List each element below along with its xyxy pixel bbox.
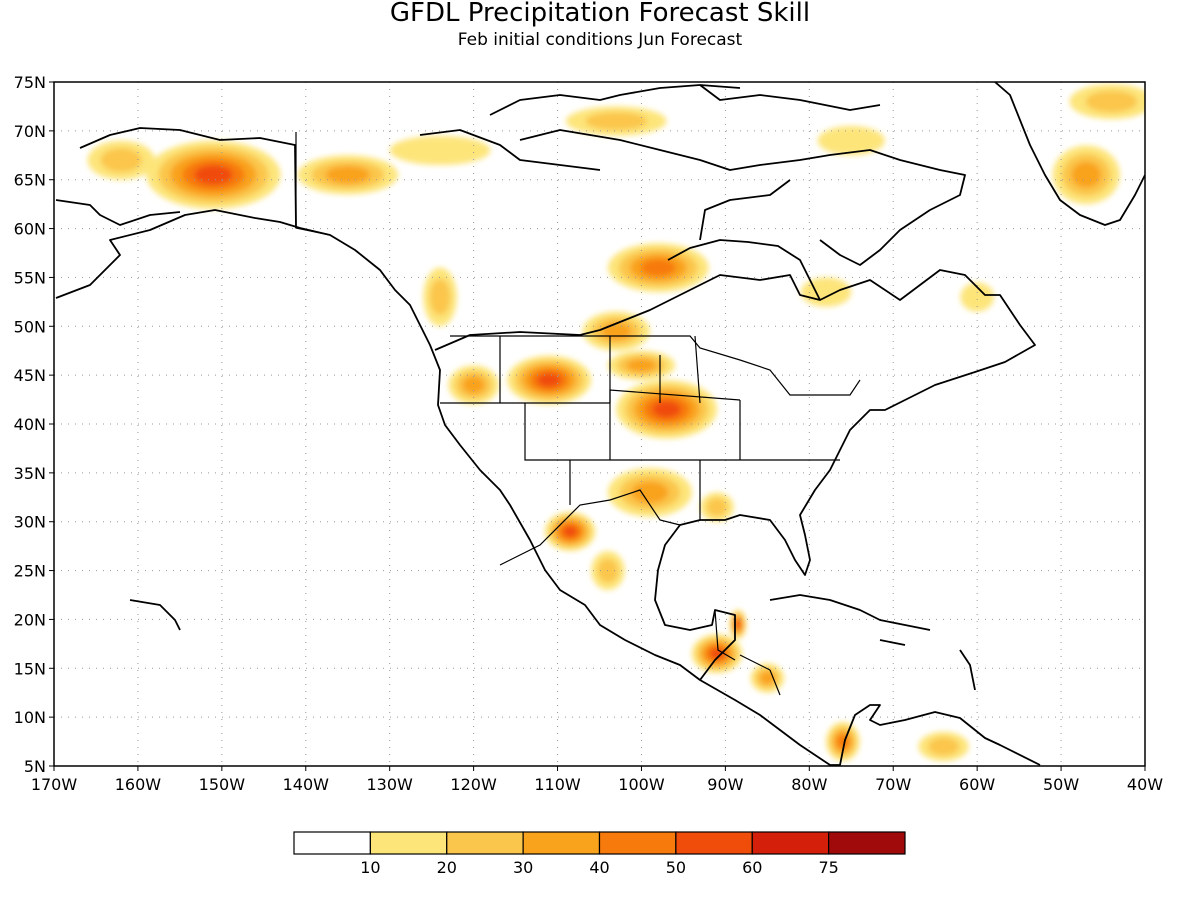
skill-region-alaska-interior-level-5 [194,165,233,185]
colorbar-label: 30 [513,858,533,877]
lon-tick-label: 40W [1127,775,1163,794]
lat-tick-label: 60N [14,220,46,239]
skill-region-nw-territories-level-1 [389,135,491,166]
lon-tick-label: 150W [199,775,246,794]
coastlines [55,82,1145,766]
skill-contours [87,83,1145,762]
colorbar-label: 20 [437,858,457,877]
lon-tick-label: 130W [367,775,414,794]
skill-region-south-dakota-level-3 [626,358,657,372]
skill-region-oregon-level-3 [462,376,485,394]
map-title: GFDL Precipitation Forecast Skill [390,0,810,28]
lon-tick-label: 50W [1043,775,1079,794]
lon-tick-label: 60W [959,775,995,794]
lat-tick-label: 25N [14,562,46,581]
skill-region-ontario-level-1 [800,277,852,307]
skill-region-louisiana-level-2 [706,498,728,517]
lat-tick-label: 30N [14,513,46,532]
lat-tick-label: 10N [14,708,46,727]
skill-region-chihuahua-level-5 [562,525,578,538]
lon-tick-label: 120W [450,775,497,794]
colorbar-swatch [522,831,601,855]
lat-tick-label: 50N [14,317,46,336]
skill-region-arctic-islands-level-2 [585,112,648,131]
colorbar-label: 10 [360,858,380,877]
skill-region-alaska-west-level-2 [100,148,142,173]
lat-tick-label: 35N [14,464,46,483]
skill-region-baffin-level-1 [817,125,885,156]
lat-tick-label: 5N [24,757,46,776]
map-axes: 170W 160W 150W 140W 130W 120W 110W 100W 90W 80W 70… [14,73,1164,794]
lat-tick-label: 65N [14,171,46,190]
colorbar-swatch [293,831,371,855]
skill-region-montana-idaho-level-5 [537,373,562,388]
lat-tick-label: 75N [14,73,46,92]
lat-tick-label: 55N [14,268,46,287]
colorbar-swatch [446,831,524,855]
skill-region-yucatan-east-level-5 [735,620,741,629]
colorbar-swatch [751,831,830,855]
lon-tick-label: 100W [618,775,665,794]
skill-region-greenland-south-level-3 [1071,161,1102,188]
colorbar-swatch [675,831,753,855]
political-borders [295,132,861,696]
map-subtitle: Feb initial conditions Jun Forecast [458,30,743,50]
skill-region-venezuela-level-2 [928,737,960,756]
skill-region-quebec-level-1 [960,282,994,312]
lat-tick-label: 15N [14,659,46,678]
colorbar-swatch [828,831,906,855]
colorbar-label: 40 [589,858,609,877]
lon-tick-label: 140W [283,775,330,794]
colorbar-swatch [369,831,448,855]
skill-region-bc-coast-level-2 [429,278,451,316]
skill-region-greenland-north-level-2 [1085,90,1138,113]
lon-tick-label: 90W [707,775,743,794]
skill-region-manitoba-level-3 [601,322,632,340]
skill-region-yukon-level-3 [325,166,371,184]
colorbar-swatch [598,831,677,855]
lat-tick-label: 20N [14,610,46,629]
lon-tick-label: 110W [534,775,581,794]
lat-tick-label: 45N [14,366,46,385]
lon-tick-label: 70W [875,775,911,794]
skill-region-nebraska-iowa-level-5 [652,400,682,418]
skill-region-hudson-south-level-4 [640,259,676,277]
skill-region-texas-oklahoma-level-3 [631,481,669,504]
skill-region-honduras-level-3 [759,671,775,685]
lon-tick-label: 160W [115,775,162,794]
colorbar: 10 20 30 40 50 60 75 [293,831,906,877]
colorbar-label: 60 [742,858,762,877]
lat-tick-label: 40N [14,415,46,434]
lat-tick-label: 70N [14,122,46,141]
lon-tick-label: 170W [31,775,78,794]
colorbar-label: 50 [666,858,686,877]
colorbar-label: 75 [818,858,838,877]
lon-tick-label: 80W [791,775,827,794]
